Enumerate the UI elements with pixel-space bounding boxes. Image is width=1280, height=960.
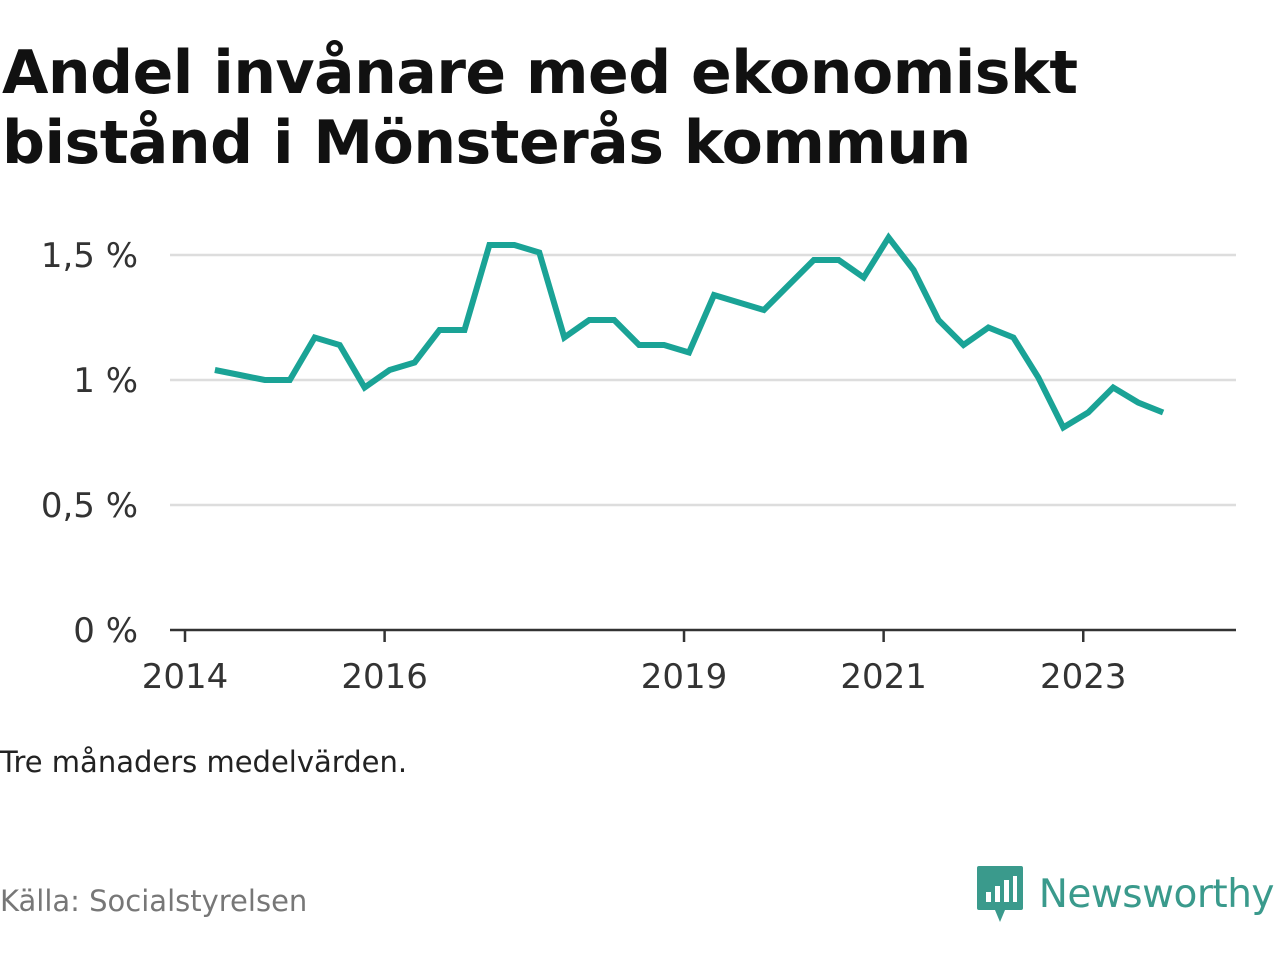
brand-name: Newsworthy <box>1038 871 1275 917</box>
brand-logo[interactable]: Newsworthy <box>975 864 1275 924</box>
y-tick-label: 0,5 % <box>41 486 138 526</box>
x-axis <box>170 628 1236 642</box>
source-credit: Källa: Socialstyrelsen <box>0 884 308 918</box>
chart-note: Tre månaders medelvärden. <box>0 745 408 779</box>
y-tick-label: 0 % <box>73 611 138 651</box>
gridlines <box>170 253 1236 507</box>
x-tick-label: 2023 <box>1040 657 1127 697</box>
x-tick-label: 2019 <box>641 657 728 697</box>
x-tick-label: 2021 <box>840 657 927 697</box>
x-tick-label: 2014 <box>142 657 229 697</box>
chart-title: Andel invånare med ekonomiskt bistånd i … <box>2 38 1078 178</box>
y-tick-label: 1 % <box>73 361 138 401</box>
y-axis-labels: 0 % 0,5 % 1 % 1,5 % <box>41 236 138 651</box>
series-layer <box>214 232 1165 432</box>
x-axis-labels: 2014 2016 2019 2021 2023 <box>142 657 1127 697</box>
line-chart: 0 % 0,5 % 1 % 1,5 % 2014 2016 2019 2021 2023 <box>41 232 1236 697</box>
series-line <box>214 232 1165 432</box>
y-tick-label: 1,5 % <box>41 236 138 276</box>
x-tick-label: 2016 <box>341 657 428 697</box>
newsworthy-logo-icon <box>976 866 1023 922</box>
